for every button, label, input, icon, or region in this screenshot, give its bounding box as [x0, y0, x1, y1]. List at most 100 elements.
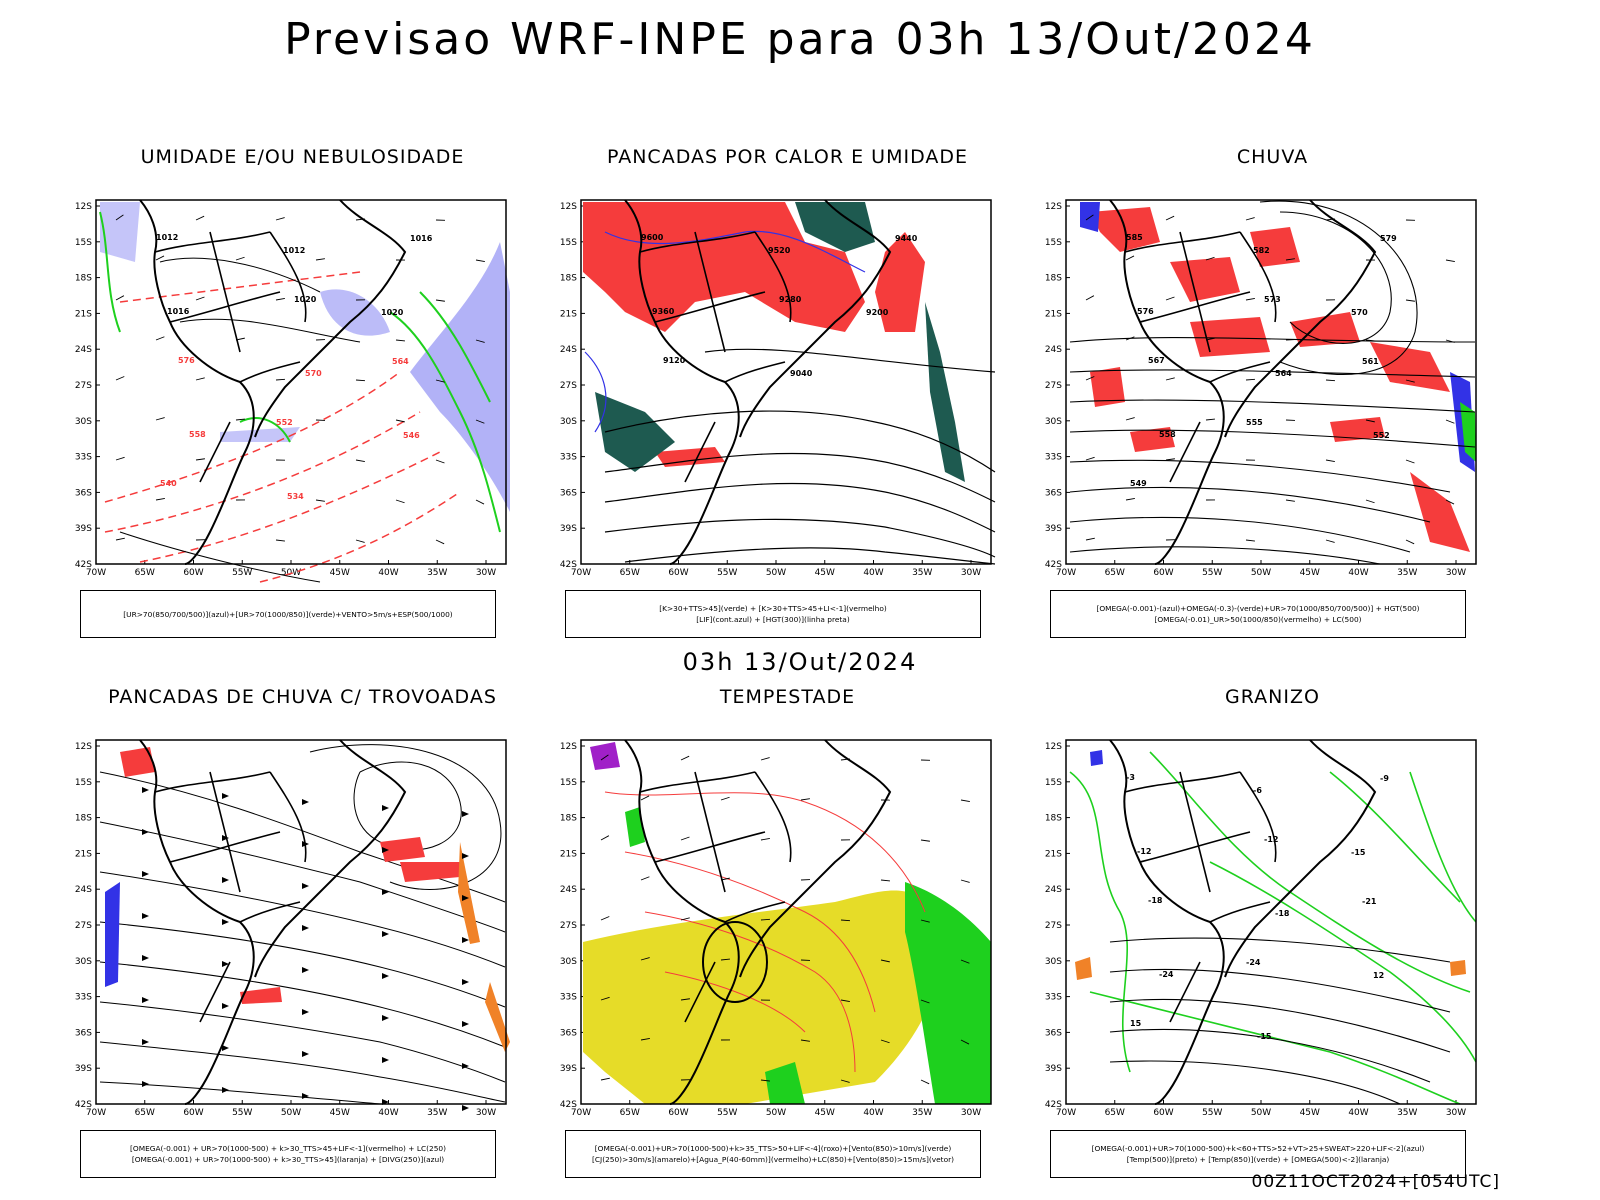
contour-label: -21: [1362, 897, 1377, 906]
map-frame: [95, 739, 507, 1105]
hgt500-contours: [1069, 200, 1476, 565]
lat-tick-label: 30S: [1045, 417, 1062, 427]
stream-arrowhead: [222, 793, 229, 799]
lon-tick-label: 55W: [232, 568, 252, 578]
contour-label: 561: [1362, 357, 1379, 366]
lon-tick-label: 30W: [476, 568, 496, 578]
lon-tick-label: 30W: [1446, 1108, 1466, 1118]
wind-vector: [435, 459, 445, 464]
wind-vector: [600, 916, 610, 921]
lon-tick-label: 40W: [863, 568, 883, 578]
stream-arrowhead: [142, 913, 149, 919]
map-frame: [1065, 739, 1477, 1105]
contour-label: 555: [1246, 418, 1263, 427]
contour-label: 9120: [663, 356, 686, 365]
contour-label: -9: [1380, 774, 1389, 783]
wind-vector: [840, 1079, 850, 1083]
map-frame: [580, 199, 992, 565]
wind-vector: [1365, 499, 1375, 504]
wind-vector: [960, 799, 970, 802]
country-border: [1124, 231, 1277, 483]
stream-arrowhead: [222, 877, 229, 883]
wind-vector: [880, 959, 890, 963]
lat-tick-label: 27S: [75, 921, 92, 931]
lon-tick-label: 70W: [571, 568, 591, 578]
contour-label: 9280: [779, 295, 802, 304]
coastline: [139, 199, 407, 565]
lon-tick-label: 70W: [86, 568, 106, 578]
lon-tick-label: 65W: [1105, 568, 1125, 578]
contour-label: 9040: [790, 369, 813, 378]
stream-arrowhead: [222, 961, 229, 967]
country-border: [639, 231, 792, 483]
wind-vector: [680, 755, 690, 761]
wind-vector: [235, 256, 245, 261]
lon-tick-label: 50W: [281, 1108, 301, 1118]
panel-legend: [OMEGA(-0.001)-(azul)+OMEGA(-0.3)-(verde…: [1050, 590, 1466, 638]
lat-tick-label: 30S: [75, 417, 92, 427]
lat-tick-label: 12S: [75, 202, 92, 212]
legend-line: [Temp(500)](preto) + [Temp(850)](verde) …: [1126, 1155, 1390, 1164]
contour-label: 1016: [410, 234, 433, 243]
lon-tick-label: 70W: [571, 1108, 591, 1118]
lat-tick-label: 39S: [1045, 1064, 1062, 1074]
wind-vector: [435, 299, 445, 302]
panel-title: UMIDADE E/OU NEBULOSIDADE: [140, 146, 465, 168]
stream-arrowhead: [142, 1081, 149, 1087]
wind-vector: [115, 295, 125, 301]
wind-vector: [840, 919, 851, 922]
wind-vector: [115, 537, 125, 541]
lat-tick-label: 21S: [560, 309, 577, 319]
coastline: [624, 199, 892, 565]
contour-label: 1012: [156, 233, 178, 242]
contour-label: -24: [1246, 958, 1261, 967]
contour-label: 576: [178, 356, 195, 365]
wind-vector: [395, 499, 405, 504]
wind-vector: [1165, 458, 1175, 461]
contour-label: 9520: [768, 246, 791, 255]
wind-vector: [680, 998, 690, 1001]
legend-line: [OMEGA(-0.001)+UR>70(1000-500)+k<60+TTS>…: [1091, 1144, 1425, 1153]
wind-vector: [1205, 418, 1215, 421]
lat-tick-label: 39S: [75, 1064, 92, 1074]
stream-arrowhead: [382, 889, 389, 895]
wind-vector: [315, 258, 325, 261]
lat-tick-label: 39S: [75, 524, 92, 534]
lon-tick-label: 55W: [1202, 568, 1222, 578]
wind-vector: [155, 255, 165, 261]
wind-vectors: [115, 214, 485, 545]
lat-tick-label: 15S: [75, 778, 92, 788]
lat-tick-label: 12S: [560, 742, 577, 752]
lat-tick-label: 33S: [1045, 453, 1062, 463]
stream-arrowhead: [382, 931, 389, 937]
contour-label: 564: [392, 357, 409, 366]
stream-arrowhead: [302, 841, 309, 847]
lon-tick-label: 30W: [1446, 568, 1466, 578]
stream-arrowhead: [462, 1105, 469, 1111]
coast-line: [139, 199, 407, 565]
wind-vector: [1085, 456, 1095, 461]
wind-vector: [640, 957, 650, 961]
stream-arrowhead: [302, 925, 309, 931]
wind-vector: [1365, 419, 1375, 423]
stream-arrowhead: [302, 799, 309, 805]
hgt300-contours: [604, 348, 996, 565]
lat-tick-label: 24S: [560, 345, 577, 355]
lat-tick-label: 33S: [1045, 993, 1062, 1003]
wind-vector: [1085, 537, 1095, 541]
contour-label: 579: [1380, 234, 1397, 243]
legend-line: [OMEGA(-0.001) + UR>70(1000-500) + k>30_…: [131, 1155, 445, 1164]
wind-vector: [195, 296, 205, 301]
wind-vector: [1325, 379, 1336, 382]
panel-legend: [OMEGA(-0.001)+UR>70(1000-500)+k<60+TTS>…: [1050, 1130, 1466, 1178]
lat-tick-label: 30S: [1045, 957, 1062, 967]
lat-tick-label: 18S: [560, 814, 577, 824]
lat-tick-label: 36S: [75, 488, 92, 498]
contour-label: 573: [1264, 295, 1281, 304]
wind-vector: [1405, 459, 1415, 464]
stream-arrowhead: [382, 1015, 389, 1021]
wind-vector: [600, 835, 610, 841]
legend-line: [OMEGA(-0.01)_UR>50(1000/850)(vermelho) …: [1154, 615, 1362, 624]
